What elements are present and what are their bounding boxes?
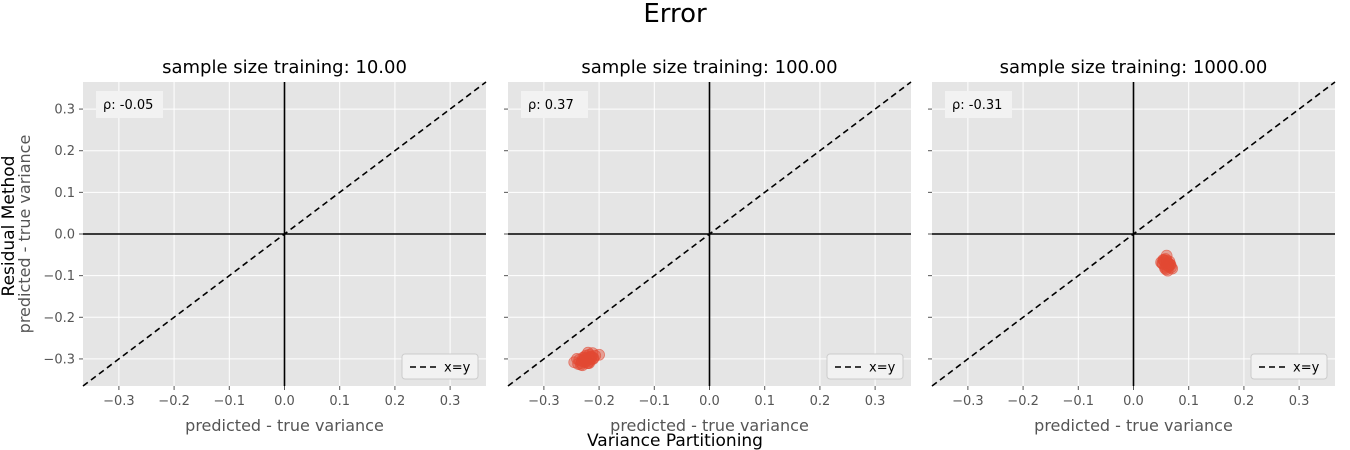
x-tick-label: 0.1	[329, 394, 350, 409]
rho-value: ρ: -0.31	[952, 98, 1002, 113]
x-tick-label: 0.2	[385, 394, 406, 409]
rho-box	[96, 91, 163, 118]
rho-box	[945, 91, 1012, 118]
x-axis-label: predicted - true variance	[610, 416, 809, 435]
figure-xlabel: Variance Partitioning	[587, 431, 763, 450]
panel-3: −0.3 −0.2 −0.1 0.0 0.1 0.2 0.3 sample size trai…	[928, 57, 1336, 435]
panel-title: sample size training: 1000.00	[1000, 57, 1268, 78]
rho-value: ρ: -0.05	[103, 98, 153, 113]
panel-title: sample size training: 10.00	[162, 57, 407, 78]
rho-annotation: ρ: 0.37	[521, 91, 588, 118]
x-tick-label: −0.3	[952, 394, 984, 409]
x-tick-label: −0.2	[1007, 394, 1039, 409]
x-tick-label: 0.3	[1289, 394, 1310, 409]
figure-title: Error	[643, 0, 707, 29]
x-tick-label: −0.1	[214, 394, 246, 409]
legend-label: x=y	[1293, 361, 1320, 376]
rho-value: ρ: 0.37	[528, 98, 574, 113]
y-axis-label: predicted - true variance	[15, 135, 34, 334]
y-tick-label: 0.1	[54, 186, 75, 201]
y-tick-label: 0.3	[54, 103, 75, 118]
panel-1: −0.3 −0.2 −0.1 0.0 0.1 0.2 0.3 −0.3 −0.2 −0.1 0.0 0…	[15, 57, 487, 435]
rho-box	[521, 91, 588, 118]
x-tick-label: −0.3	[103, 394, 135, 409]
x-axis-label: predicted - true variance	[1034, 416, 1233, 435]
x-tick-label: 0.2	[810, 394, 831, 409]
panel-2: −0.3 −0.2 −0.1 0.0 0.1 0.2 0.3 sample size trai…	[504, 57, 912, 435]
x-tick-label: 0.1	[754, 394, 775, 409]
legend: x=y	[1250, 353, 1328, 380]
y-tick-label: −0.1	[43, 269, 75, 284]
data-point	[582, 357, 594, 369]
panel-title: sample size training: 100.00	[581, 57, 837, 78]
scatter-points	[1155, 249, 1179, 277]
x-axis-label: predicted - true variance	[185, 416, 384, 435]
y-tick-label: 0.2	[54, 144, 75, 159]
y-tick-label: 0.0	[54, 228, 75, 243]
x-tick-label: −0.1	[1063, 394, 1095, 409]
scatter-points	[568, 346, 605, 372]
legend-box	[826, 353, 904, 380]
y-tick-label: −0.3	[43, 352, 75, 367]
rho-annotation: ρ: -0.05	[96, 91, 163, 118]
panels: −0.3 −0.2 −0.1 0.0 0.1 0.2 0.3 −0.3 −0.2 −0.1 0.0 0…	[15, 57, 1336, 435]
data-point	[578, 351, 591, 364]
identity-line	[507, 81, 912, 387]
x-tick-label: 0.3	[865, 394, 886, 409]
legend-label: x=y	[869, 361, 896, 376]
legend: x=y	[401, 353, 479, 380]
x-tick-label: −0.2	[583, 394, 615, 409]
x-tick-label: −0.3	[528, 394, 560, 409]
x-tick-label: 0.0	[699, 394, 720, 409]
x-tick-label: 0.0	[274, 394, 295, 409]
data-point	[593, 348, 605, 361]
legend-label: x=y	[444, 361, 471, 376]
data-point	[1160, 254, 1173, 267]
x-tick-label: −0.2	[158, 394, 190, 409]
y-tick-label: −0.2	[43, 311, 75, 326]
x-tick-label: 0.3	[440, 394, 461, 409]
figure-ylabel: Residual Method	[0, 156, 19, 297]
x-tick-label: 0.2	[1234, 394, 1255, 409]
legend: x=y	[826, 353, 904, 380]
x-tick-label: 0.0	[1123, 394, 1144, 409]
x-tick-label: −0.1	[639, 394, 671, 409]
legend-box	[1250, 353, 1328, 380]
identity-line	[82, 81, 487, 387]
x-tick-label: 0.1	[1178, 394, 1199, 409]
rho-annotation: ρ: -0.31	[945, 91, 1012, 118]
identity-line	[931, 81, 1336, 387]
legend-box	[401, 353, 479, 380]
